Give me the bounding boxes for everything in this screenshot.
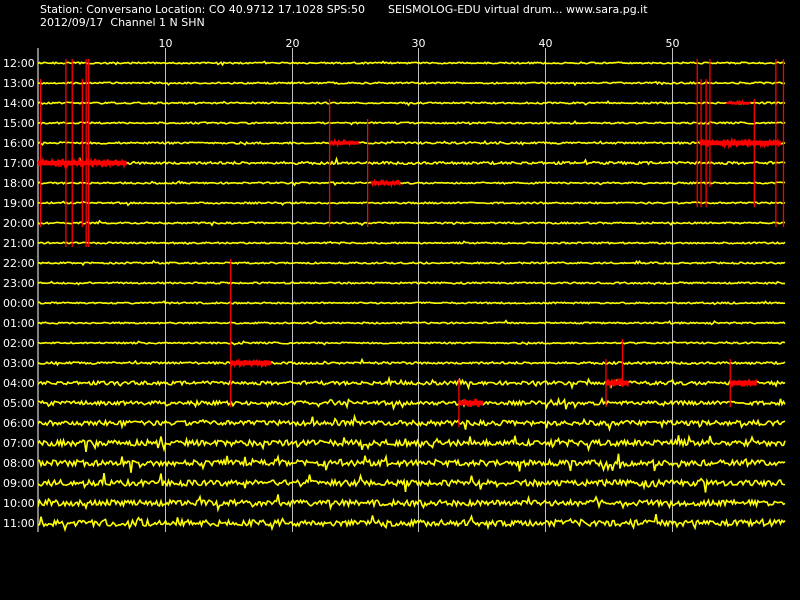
row-label-1000: 10:00 bbox=[3, 497, 35, 510]
row-label-0500: 05:00 bbox=[3, 397, 35, 410]
trace-1600 bbox=[37, 139, 786, 147]
row-label-1600: 16:00 bbox=[3, 137, 35, 150]
row-label-2300: 23:00 bbox=[3, 277, 35, 290]
trace-0100 bbox=[37, 319, 786, 326]
row-label-0400: 04:00 bbox=[3, 377, 35, 390]
row-label-0000: 00:00 bbox=[3, 297, 35, 310]
row-label-0600: 06:00 bbox=[3, 417, 35, 430]
row-label-0200: 02:00 bbox=[3, 337, 35, 350]
row-label-0800: 08:00 bbox=[3, 457, 35, 470]
app-title: SEISMOLOG-EDU virtual drum... www.sara.p… bbox=[388, 3, 648, 16]
row-label-1800: 18:00 bbox=[3, 177, 35, 190]
date-channel-info: 2012/09/17 Channel 1 N SHN bbox=[40, 16, 205, 29]
x-tick-label-50: 50 bbox=[666, 37, 680, 50]
trace-2100 bbox=[37, 240, 786, 245]
label-layer: 10 20 30 40 50 12:00 13:00 14:00 15:00 16:00 17:00… bbox=[3, 37, 680, 530]
row-label-1700: 17:00 bbox=[3, 157, 35, 170]
trace-0000 bbox=[37, 300, 786, 306]
x-tick-label-10: 10 bbox=[159, 37, 173, 50]
row-label-0700: 07:00 bbox=[3, 437, 35, 450]
x-tick-label-40: 40 bbox=[539, 37, 553, 50]
grid-layer bbox=[37, 48, 673, 532]
trace-2000 bbox=[37, 219, 786, 227]
row-label-0300: 03:00 bbox=[3, 357, 35, 370]
trace-0700 bbox=[37, 433, 786, 453]
trace-0300 bbox=[37, 357, 786, 367]
trace-1700 bbox=[37, 156, 786, 166]
trace-1400 bbox=[37, 100, 786, 107]
trace-0400 bbox=[37, 375, 786, 391]
trace-1200 bbox=[37, 60, 786, 67]
row-label-0900: 09:00 bbox=[3, 477, 35, 490]
row-label-1200: 12:00 bbox=[3, 57, 35, 70]
trace-2300 bbox=[37, 280, 786, 286]
trace-1100 bbox=[37, 513, 786, 533]
trace-layer bbox=[37, 60, 786, 533]
row-label-1900: 19:00 bbox=[3, 197, 35, 210]
trace-1300 bbox=[37, 80, 786, 87]
x-tick-label-30: 30 bbox=[412, 37, 426, 50]
row-label-1500: 15:00 bbox=[3, 117, 35, 130]
trace-0900 bbox=[37, 472, 786, 493]
trace-1900 bbox=[37, 200, 786, 207]
trace-0800 bbox=[37, 453, 786, 473]
row-label-0100: 01:00 bbox=[3, 317, 35, 330]
station-info: Station: Conversano Location: CO 40.9712… bbox=[40, 3, 365, 16]
row-label-2000: 20:00 bbox=[3, 217, 35, 230]
row-label-1100: 11:00 bbox=[3, 517, 35, 530]
trace-0200 bbox=[37, 340, 786, 346]
trace-1000 bbox=[37, 494, 786, 513]
x-tick-label-20: 20 bbox=[286, 37, 300, 50]
trace-1500 bbox=[37, 120, 786, 126]
event-layer bbox=[37, 59, 785, 427]
row-label-1400: 14:00 bbox=[3, 97, 35, 110]
trace-0500 bbox=[37, 396, 786, 411]
row-label-1300: 13:00 bbox=[3, 77, 35, 90]
trace-2200 bbox=[37, 259, 786, 267]
row-label-2100: 21:00 bbox=[3, 237, 35, 250]
trace-0600 bbox=[37, 413, 786, 432]
row-label-2200: 22:00 bbox=[3, 257, 35, 270]
trace-1800 bbox=[37, 180, 786, 187]
